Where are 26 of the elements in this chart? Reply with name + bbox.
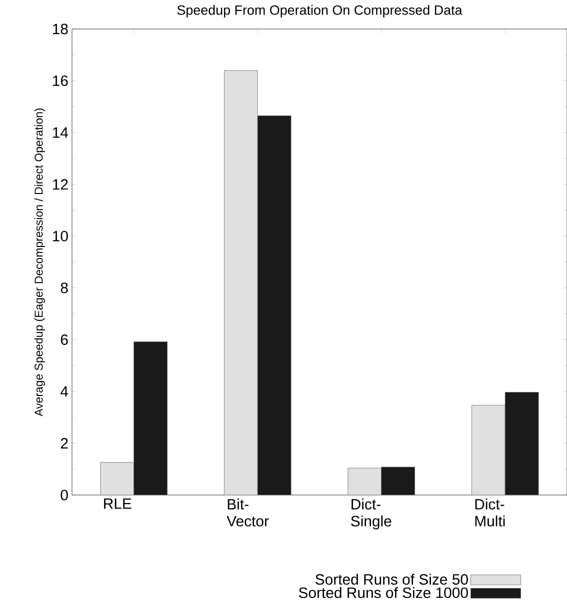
y-tick-label: 2 xyxy=(60,438,68,448)
legend-label: Sorted Runs of Size 50 xyxy=(316,574,468,585)
legend-label: Sorted Runs of Size 1000 xyxy=(298,587,468,598)
y-tick-label: 14 xyxy=(53,127,68,138)
x-tick-label: RLE xyxy=(104,498,132,509)
bar xyxy=(100,462,134,495)
x-tick-label: Dict-Single xyxy=(351,498,392,530)
bar xyxy=(224,70,258,495)
bar xyxy=(348,468,382,495)
y-tick-label: 0 xyxy=(60,490,68,500)
bar xyxy=(472,404,506,495)
x-tick-label: Dict-Multi xyxy=(475,498,505,526)
y-tick-label: 18 xyxy=(53,24,68,34)
y-tick-label: 8 xyxy=(60,282,68,294)
y-tick-label: 6 xyxy=(60,334,68,345)
bar xyxy=(134,342,168,495)
y-axis-title: Average Speedup (Eager Decompression / Direct Operation) xyxy=(34,108,46,416)
y-tick-label: 10 xyxy=(53,230,68,242)
y-tick-label: 16 xyxy=(53,75,68,86)
y-tick-label: 4 xyxy=(60,386,68,397)
y-tick-label: 12 xyxy=(53,179,68,190)
bar xyxy=(381,466,415,495)
bar xyxy=(257,116,292,495)
chart-title: Speedup From Operation On Compressed Data xyxy=(177,4,462,18)
bar xyxy=(504,392,539,495)
x-tick-label: Bit-Vector xyxy=(226,498,269,526)
